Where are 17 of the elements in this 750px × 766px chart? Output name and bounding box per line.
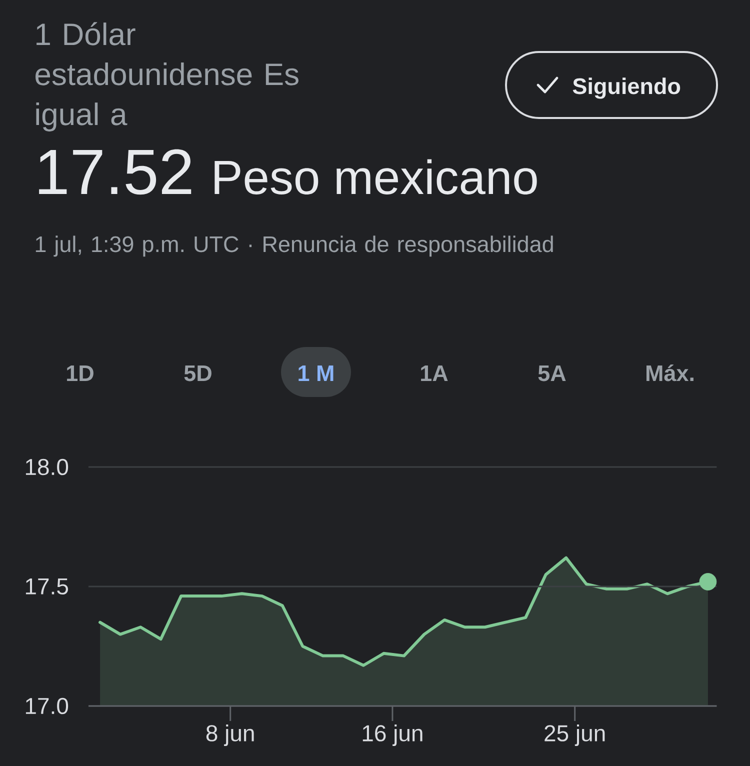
text: 5D <box>184 366 212 382</box>
text: 1 jul, 1:39 p.m. UTC · Renuncia de responsabilidad <box>36 236 553 257</box>
y-tick-label: 17.5 <box>26 578 68 595</box>
text: Máx. <box>646 364 694 382</box>
y-tick-label: 17.0 <box>26 698 68 714</box>
text: Peso mexicano <box>214 159 537 194</box>
text: 1D <box>67 366 94 381</box>
text: 5A <box>538 366 566 382</box>
text: Siguiendo <box>572 78 680 99</box>
text: 1 M <box>298 366 334 381</box>
chart-title: 1 Dólar estadounidense Es igual a <box>36 22 298 132</box>
x-tick-label: 25 jun <box>544 724 605 746</box>
x-tick-label: 8 jun <box>206 724 254 746</box>
text: 17.52 <box>39 149 192 195</box>
text: 1A <box>421 366 448 381</box>
y-tick-label: 18.0 <box>26 458 68 476</box>
x-tick-label: 16 jun <box>362 724 422 746</box>
